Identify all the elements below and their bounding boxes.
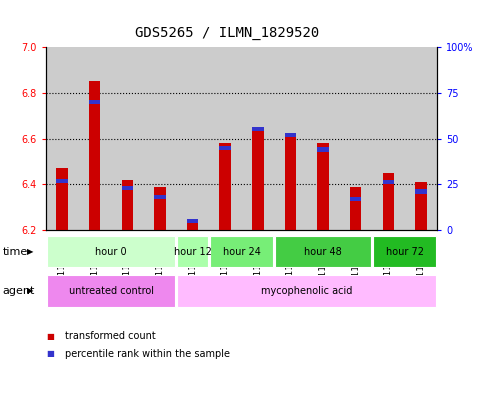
Bar [187,221,199,230]
Bar [209,47,242,230]
Bar [415,182,426,230]
Bar [350,187,361,230]
Bar [415,189,426,194]
Bar [47,275,175,307]
Text: GDS5265 / ILMN_1829520: GDS5265 / ILMN_1829520 [135,26,319,40]
Bar [89,81,100,230]
Bar [111,47,144,230]
Text: ■: ■ [46,349,54,358]
Text: time: time [2,246,28,257]
Bar [383,180,394,184]
Text: ▶: ▶ [27,286,33,295]
Bar [219,143,231,230]
Text: untreated control: untreated control [69,286,154,296]
Bar [122,180,133,230]
Bar [252,127,264,230]
Bar [122,186,133,190]
Bar [89,100,100,104]
Text: hour 72: hour 72 [385,246,424,257]
Text: mycophenolic acid: mycophenolic acid [261,286,353,296]
Bar [307,47,339,230]
Bar [252,127,264,131]
Text: ■: ■ [46,332,54,340]
Bar [177,275,436,307]
Text: ▶: ▶ [27,247,33,256]
Text: hour 12: hour 12 [174,246,212,257]
Bar [373,236,436,268]
Bar [144,47,176,230]
Bar [317,143,329,230]
Bar [154,195,166,199]
Bar [274,47,307,230]
Bar [284,133,296,137]
Text: percentile rank within the sample: percentile rank within the sample [65,349,230,359]
Bar [372,47,405,230]
Bar [317,147,329,152]
Text: hour 0: hour 0 [95,246,127,257]
Bar [176,47,209,230]
Bar [177,236,208,268]
Bar [383,173,394,230]
Text: transformed count: transformed count [65,331,156,341]
Bar [275,236,371,268]
Bar [242,47,274,230]
Bar [405,47,437,230]
Bar [46,47,79,230]
Bar [57,168,68,230]
Bar [154,187,166,230]
Bar [219,146,231,150]
Bar [210,236,273,268]
Bar [47,236,175,268]
Bar [78,47,111,230]
Bar [57,178,68,183]
Bar [339,47,372,230]
Text: hour 48: hour 48 [304,246,342,257]
Text: agent: agent [2,286,35,296]
Bar [284,134,296,230]
Bar [187,219,199,223]
Bar [350,197,361,201]
Text: hour 24: hour 24 [223,246,260,257]
